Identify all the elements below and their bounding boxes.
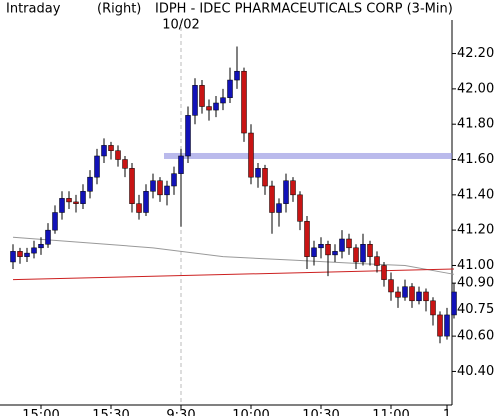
candle-body — [199, 85, 205, 107]
candle-body — [332, 251, 338, 256]
candle-body — [87, 176, 93, 192]
candle-body — [108, 145, 114, 151]
candle-body — [437, 314, 443, 337]
y-tick-label: 40.90 — [457, 276, 494, 291]
candle-body — [136, 203, 142, 213]
candle-body — [325, 244, 331, 256]
candle-body — [143, 191, 149, 213]
candle-body — [297, 194, 303, 222]
candle-body — [262, 168, 268, 187]
x-tick-label: 15:30 — [92, 408, 129, 416]
x-tick-label: 10:30 — [302, 408, 339, 416]
candle-body — [150, 180, 156, 192]
candle-body — [304, 221, 310, 257]
candle-body — [290, 180, 296, 196]
candle-body — [178, 155, 184, 174]
candle-body — [409, 286, 415, 302]
candle-body — [451, 291, 457, 316]
y-tick-label: 41.80 — [457, 117, 494, 132]
candle-body — [157, 180, 163, 196]
candle-body — [430, 300, 436, 316]
candle-body — [164, 185, 170, 196]
y-tick-label: 40.75 — [457, 302, 494, 317]
candle-body — [374, 256, 380, 266]
candle-body — [213, 102, 219, 111]
candle-body — [129, 168, 135, 204]
candle-body — [395, 291, 401, 298]
y-tick-label: 41.20 — [457, 223, 494, 238]
candle-body — [318, 244, 324, 249]
candle-body — [346, 238, 352, 249]
x-tick-label: 11:00 — [372, 408, 409, 416]
header-left: Intraday — [6, 2, 61, 17]
candle-body — [248, 132, 254, 178]
candle-body — [115, 150, 121, 160]
x-tick-label: 1 — [443, 408, 451, 416]
y-tick-label: 41.40 — [457, 187, 494, 202]
header-title: IDPH - IDEC PHARMACEUTICALS CORP (3-Min) — [155, 2, 453, 17]
y-tick-label: 41.00 — [457, 258, 494, 273]
candle-body — [227, 79, 233, 98]
candle-body — [73, 201, 79, 204]
candle-body — [94, 155, 100, 178]
header-mode: (Right) — [97, 2, 141, 17]
candle-body — [45, 229, 51, 245]
candle-body — [31, 247, 37, 254]
x-tick-label: 15:00 — [22, 408, 59, 416]
candle-body — [269, 185, 275, 213]
candle-body — [416, 291, 422, 302]
candle-body — [101, 145, 107, 157]
y-tick-label: 41.60 — [457, 152, 494, 167]
candle-body — [66, 198, 72, 203]
date-annotation: 10/02 — [162, 18, 199, 33]
level-band — [164, 152, 452, 159]
candle-body — [59, 198, 65, 213]
candle-body — [24, 252, 30, 257]
y-tick-label: 42.00 — [457, 81, 494, 96]
candle-body — [122, 159, 128, 169]
candle-body — [185, 115, 191, 157]
candle-body — [255, 168, 261, 178]
candle-body — [10, 251, 16, 263]
candle-body — [339, 238, 345, 252]
candle-body — [234, 70, 240, 81]
y-tick-label: 42.20 — [457, 46, 494, 61]
candle-body — [276, 203, 282, 213]
y-tick-label: 40.40 — [457, 364, 494, 379]
candle-body — [52, 212, 58, 231]
candle-body — [171, 173, 177, 187]
candle-body — [241, 70, 247, 134]
candle-body — [444, 314, 450, 337]
overlay-line — [12, 268, 455, 281]
candle-body — [360, 244, 366, 263]
candle-body — [353, 247, 359, 263]
overlay-line — [12, 236, 455, 275]
y-tick-label: 40.60 — [457, 329, 494, 344]
x-tick-label: 9:30 — [166, 408, 195, 416]
candle-body — [311, 247, 317, 257]
candle-body — [402, 286, 408, 298]
candle-body — [283, 180, 289, 204]
candle-body — [80, 191, 86, 204]
candle-body — [192, 85, 198, 116]
candle-body — [220, 97, 226, 104]
candle-body — [38, 244, 44, 249]
candle-body — [206, 106, 212, 111]
candle-body — [367, 244, 373, 257]
candle-body — [381, 265, 387, 280]
candle-body — [17, 251, 23, 257]
candle-body — [423, 291, 429, 302]
candle-body — [388, 279, 394, 293]
x-tick-label: 10:00 — [232, 408, 269, 416]
